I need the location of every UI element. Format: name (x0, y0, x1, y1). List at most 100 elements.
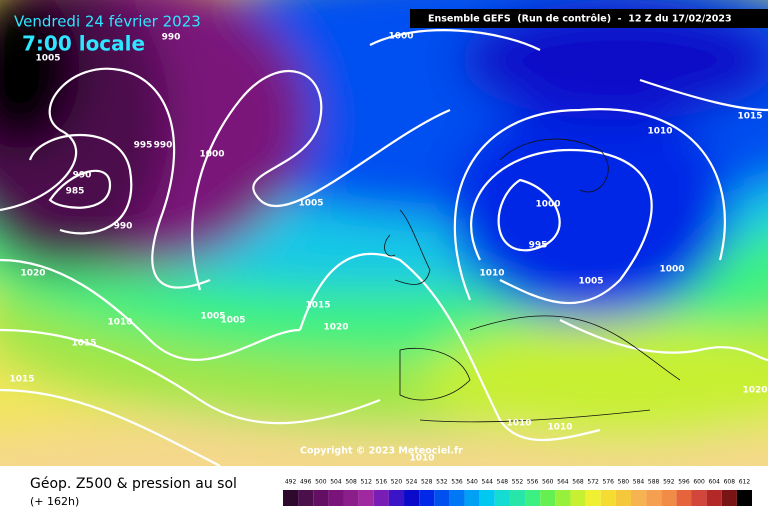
color-swatch (691, 490, 707, 506)
colorbar-label: 532 (436, 479, 448, 486)
color-swatch (283, 490, 299, 506)
isobar-label: 995 (529, 241, 548, 251)
color-swatch (509, 490, 526, 506)
footer-lead: (+ 162h) (30, 495, 79, 508)
color-swatch (540, 490, 556, 506)
colorbar-label: 528 (421, 479, 433, 486)
isobar-label: 1015 (9, 375, 34, 385)
colorbar-label: 600 (693, 479, 705, 486)
color-swatch (479, 490, 495, 506)
color-swatch (585, 490, 601, 506)
colorbar: 492 496 500 504 508 512 516 520 524 528 532 536 540 5… (283, 479, 752, 506)
isobar-label: 990 (154, 141, 173, 151)
isobar-label: 1010 (107, 318, 132, 328)
coastlines (384, 138, 681, 423)
colorbar-label: 524 (406, 479, 418, 486)
colorbar-label: 552 (512, 479, 524, 486)
color-swatch (706, 490, 722, 506)
color-swatch (600, 490, 616, 506)
date-text: Vendredi 24 février 2023 (14, 13, 201, 31)
run-text: Ensemble GEFS (Run de contrôle) - 12 Z d… (428, 14, 732, 25)
color-swatch (494, 490, 510, 506)
isobar-label: 1010 (409, 454, 434, 464)
isobar-label: 1005 (220, 316, 245, 326)
color-swatch (615, 490, 631, 506)
colorbar-label: 568 (572, 479, 584, 486)
colorbar-label: 544 (482, 479, 494, 486)
colorbar-label: 592 (663, 479, 675, 486)
colorbar-label: 508 (345, 479, 357, 486)
color-swatch (298, 490, 314, 506)
colorbar-label: 516 (376, 479, 388, 486)
color-swatch (676, 490, 692, 506)
isobars (0, 29, 768, 466)
colorbar-label: 556 (527, 479, 539, 486)
isobar-label: 1015 (737, 112, 762, 122)
colorbar-label: 492 (285, 479, 297, 486)
colorbar-label: 596 (678, 479, 690, 486)
color-swatch (570, 490, 586, 506)
color-swatch (661, 490, 677, 506)
isobar-label: 1015 (305, 301, 330, 311)
isobar-label: 1005 (298, 199, 323, 209)
colorbar-label: 520 (391, 479, 403, 486)
isobar-label: 1015 (71, 339, 96, 349)
isobar-label: 1005 (200, 312, 225, 322)
colorbar-label: 512 (360, 479, 372, 486)
color-swatch (449, 490, 465, 506)
isobar-label: 1020 (20, 269, 45, 279)
colorbar-label: 580 (618, 479, 630, 486)
colorbar-label: 536 (451, 479, 463, 486)
isobar-label: 1000 (199, 150, 224, 160)
color-swatch (313, 490, 329, 506)
color-swatch (721, 490, 737, 506)
colorbar-label: 564 (557, 479, 569, 486)
isobar-label: 1010 (547, 423, 572, 433)
colorbar-label: 504 (330, 479, 342, 486)
color-swatch (555, 490, 571, 506)
color-swatch (404, 490, 420, 506)
colorbar-label: 548 (497, 479, 509, 486)
isobar-label: 990 (162, 33, 181, 43)
colorbar-label: 612 (739, 479, 751, 486)
isobar-label: 1010 (647, 127, 672, 137)
colorbar-label: 576 (603, 479, 615, 486)
colorbar-label: 604 (708, 479, 720, 486)
isobar-label: 990 (73, 171, 92, 181)
isobar-label: 1005 (35, 54, 60, 64)
color-swatch (630, 490, 647, 506)
time-text: 7:00 locale (22, 32, 145, 56)
color-swatch (464, 490, 480, 506)
isobar-label: 1000 (535, 200, 560, 210)
colorbar-label: 572 (587, 479, 599, 486)
color-swatch (736, 490, 752, 506)
isobar-label: 1010 (506, 419, 531, 429)
run-banner (410, 9, 768, 28)
color-swatch (419, 490, 435, 506)
color-swatch (343, 490, 359, 506)
color-swatch (373, 490, 389, 506)
isobar-label: 990 (114, 222, 133, 232)
isobar-label: 1000 (388, 32, 413, 42)
colorbar-label: 500 (315, 479, 327, 486)
isobar-label: 1020 (742, 386, 767, 396)
colorbar-label: 496 (300, 479, 312, 486)
footer-title: Géop. Z500 & pression au sol (30, 476, 237, 492)
isobar-label: 1020 (323, 323, 348, 333)
color-swatch (328, 490, 344, 506)
colorbar-label: 540 (466, 479, 478, 486)
isobar-label: 1000 (659, 265, 684, 275)
colorbar-label: 608 (724, 479, 736, 486)
color-swatch (388, 490, 405, 506)
isobar-label: 1005 (578, 277, 603, 287)
color-swatch (434, 490, 450, 506)
color-swatch (525, 490, 541, 506)
isobar-label: 020 (0, 466, 18, 476)
color-swatch (646, 490, 662, 506)
isobar-label: 985 (66, 187, 85, 197)
colorbar-label: 560 (542, 479, 554, 486)
color-swatch (358, 490, 374, 506)
